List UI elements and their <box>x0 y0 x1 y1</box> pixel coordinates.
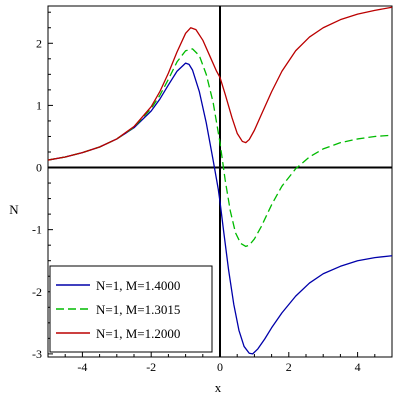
legend-label-2: N=1, M=1.3015 <box>96 302 180 317</box>
y-tick-label: -1 <box>32 223 42 237</box>
y-tick-label: -2 <box>32 285 42 299</box>
axes <box>48 6 392 357</box>
series-line-2 <box>47 48 393 248</box>
x-tick-label: -4 <box>77 360 87 374</box>
x-tick-label: 2 <box>286 360 292 374</box>
series-line-1 <box>47 62 393 355</box>
legend-box <box>49 265 213 353</box>
y-tick-label: 0 <box>36 161 42 175</box>
ticks: -4 -2 0 2 4 -3 -2 -1 0 1 2 <box>32 11 393 374</box>
legend: N=1, M=1.4000 N=1, M=1.3015 N=1, M=1.2000 <box>49 265 213 353</box>
legend-label-3: N=1, M=1.2000 <box>96 326 180 341</box>
series-line-3 <box>47 6 393 161</box>
legend-label-1: N=1, M=1.4000 <box>96 278 180 293</box>
x-tick-label: 4 <box>355 360 361 374</box>
x-tick-label: 0 <box>217 360 223 374</box>
y-tick-label: 2 <box>36 36 42 50</box>
y-tick-label: -3 <box>32 347 42 361</box>
y-tick-label: 1 <box>36 98 42 112</box>
x-tick-label: -2 <box>146 360 156 374</box>
x-axis-title: x <box>215 380 222 395</box>
series-group <box>47 6 393 355</box>
y-axis-title: N <box>9 202 19 217</box>
